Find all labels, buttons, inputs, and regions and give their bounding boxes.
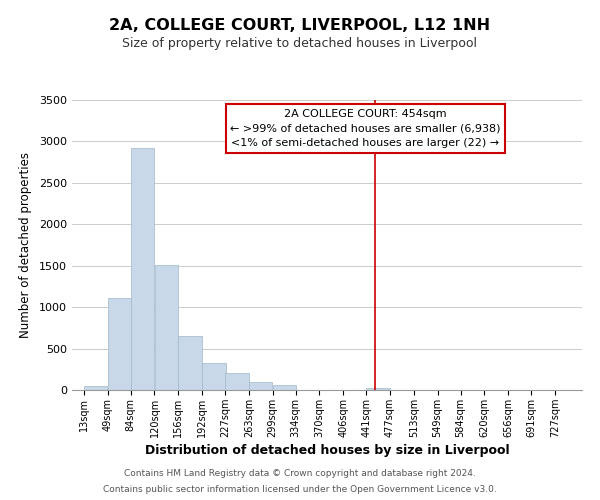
Bar	[131, 148, 154, 390]
Text: Contains HM Land Registry data © Crown copyright and database right 2024.: Contains HM Land Registry data © Crown c…	[124, 468, 476, 477]
Bar	[225, 374, 248, 390]
Bar	[249, 382, 272, 390]
Bar	[178, 336, 202, 390]
Text: 2A COLLEGE COURT: 454sqm
← >99% of detached houses are smaller (6,938)
<1% of se: 2A COLLEGE COURT: 454sqm ← >99% of detac…	[230, 108, 500, 148]
Bar	[84, 386, 107, 390]
Text: 2A, COLLEGE COURT, LIVERPOOL, L12 1NH: 2A, COLLEGE COURT, LIVERPOOL, L12 1NH	[109, 18, 491, 32]
Text: Contains public sector information licensed under the Open Government Licence v3: Contains public sector information licen…	[103, 485, 497, 494]
Bar	[273, 385, 296, 390]
Bar	[108, 298, 131, 390]
X-axis label: Distribution of detached houses by size in Liverpool: Distribution of detached houses by size …	[145, 444, 509, 457]
Y-axis label: Number of detached properties: Number of detached properties	[19, 152, 32, 338]
Bar	[367, 388, 390, 390]
Bar	[155, 265, 178, 390]
Text: Size of property relative to detached houses in Liverpool: Size of property relative to detached ho…	[122, 38, 478, 51]
Bar	[202, 362, 226, 390]
